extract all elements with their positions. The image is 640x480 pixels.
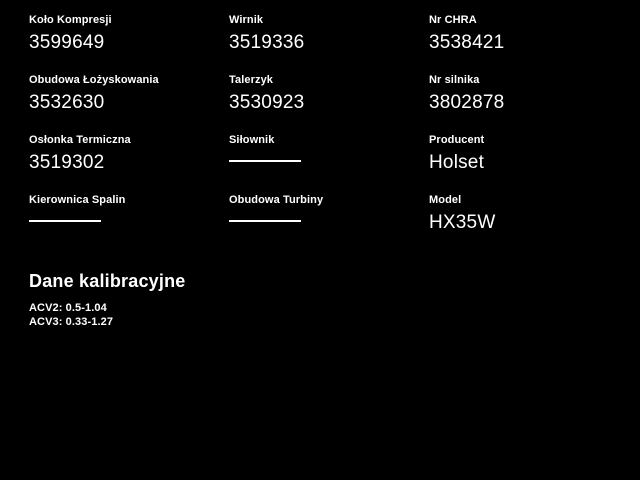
- spec-value: 3599649: [29, 32, 105, 53]
- spec-field-kolo-kompresji: Koło Kompresji 3599649: [29, 14, 229, 74]
- spec-value-empty-dash: [229, 220, 301, 222]
- spec-value: Holset: [429, 152, 485, 173]
- spec-label: Producent: [429, 134, 485, 146]
- spec-label: Model: [429, 194, 462, 206]
- spec-field-nr-chra: Nr CHRA 3538421: [429, 14, 619, 74]
- spec-field-obudowa-lozyskowania: Obudowa Łożyskowania 3532630: [29, 74, 229, 134]
- spec-field-oslonka-termiczna: Osłonka Termiczna 3519302: [29, 134, 229, 194]
- calibration-section: Dane kalibracyjne ACV2: 0.5-1.04 ACV3: 0…: [29, 270, 349, 329]
- spec-label: Koło Kompresji: [29, 14, 112, 26]
- spec-label: Siłownik: [229, 134, 275, 146]
- spec-field-talerzyk: Talerzyk 3530923: [229, 74, 429, 134]
- spec-field-producent: Producent Holset: [429, 134, 619, 194]
- spec-label: Obudowa Turbiny: [229, 194, 324, 206]
- spec-label: Kierownica Spalin: [29, 194, 126, 206]
- spec-value: 3530923: [229, 92, 305, 113]
- spec-field-nr-silnika: Nr silnika 3802878: [429, 74, 619, 134]
- spec-value-empty-dash: [229, 160, 301, 162]
- spec-value-empty-dash: [29, 220, 101, 222]
- calibration-row: ACV3: 0.33-1.27: [29, 316, 114, 328]
- spec-label: Nr CHRA: [429, 14, 477, 26]
- spec-value: 3519302: [29, 152, 105, 173]
- specification-grid: Koło Kompresji 3599649 Wirnik 3519336 Nr…: [29, 14, 619, 254]
- spec-field-kierownica-spalin: Kierownica Spalin: [29, 194, 229, 254]
- spec-value: 3519336: [229, 32, 305, 53]
- calibration-list: ACV2: 0.5-1.04 ACV3: 0.33-1.27: [29, 301, 349, 329]
- calibration-row: ACV2: 0.5-1.04: [29, 302, 107, 314]
- calibration-title: Dane kalibracyjne: [29, 271, 186, 291]
- spec-label: Nr silnika: [429, 74, 480, 86]
- spec-label: Talerzyk: [229, 74, 274, 86]
- spec-value: 3538421: [429, 32, 505, 53]
- spec-field-wirnik: Wirnik 3519336: [229, 14, 429, 74]
- spec-value: 3802878: [429, 92, 505, 113]
- spec-label: Obudowa Łożyskowania: [29, 74, 159, 86]
- spec-field-model: Model HX35W: [429, 194, 619, 254]
- spec-label: Wirnik: [229, 14, 264, 26]
- spec-field-silownik: Siłownik: [229, 134, 429, 194]
- spec-field-obudowa-turbiny: Obudowa Turbiny: [229, 194, 429, 254]
- spec-value: HX35W: [429, 212, 496, 233]
- spec-label: Osłonka Termiczna: [29, 134, 131, 146]
- spec-value: 3532630: [29, 92, 105, 113]
